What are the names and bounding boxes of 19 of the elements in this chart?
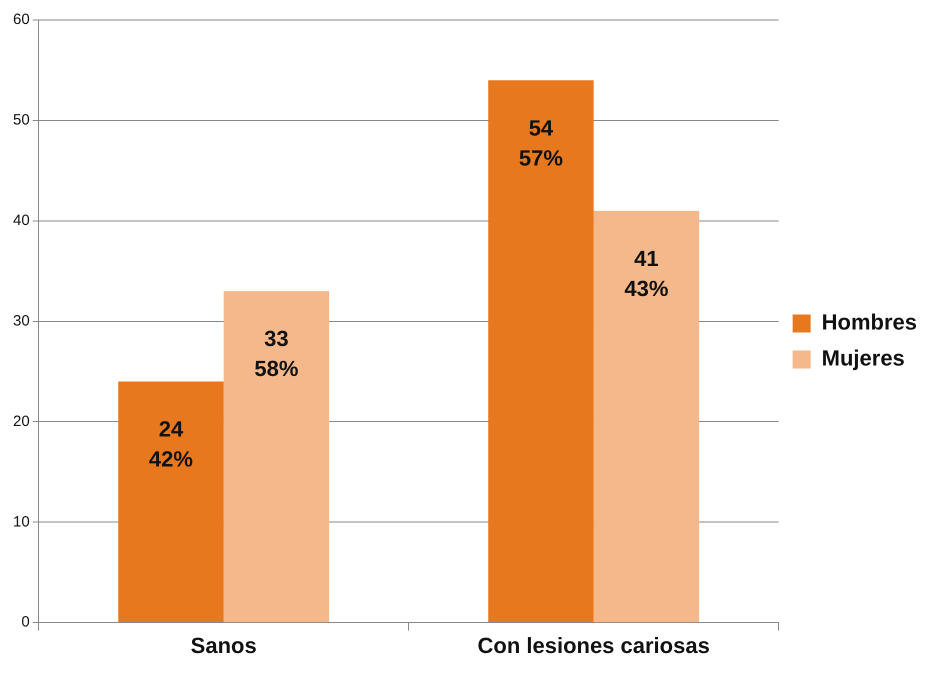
data-label: 54 57% xyxy=(518,115,563,170)
bar xyxy=(118,382,224,622)
legend-label: Hombres xyxy=(822,310,917,335)
y-tick-label: 0 xyxy=(21,614,30,631)
data-label: 24 42% xyxy=(148,416,193,472)
y-tick-label: 60 xyxy=(12,11,30,28)
x-tick-label: Sanos xyxy=(190,632,257,658)
data-label: 41 43% xyxy=(624,246,668,301)
y-tick-label: 30 xyxy=(12,312,30,330)
y-tick-label: 40 xyxy=(12,212,30,230)
y-tick-label: 10 xyxy=(12,513,30,530)
bar xyxy=(224,291,330,622)
bar xyxy=(488,80,594,622)
x-tick-label: Con lesiones cariosas xyxy=(477,632,710,658)
y-tick-label: 20 xyxy=(12,412,30,430)
y-tick-label: 50 xyxy=(12,112,30,129)
data-label: 33 58% xyxy=(254,326,298,382)
bar xyxy=(594,210,700,622)
legend-label: Mujeres xyxy=(822,346,905,371)
